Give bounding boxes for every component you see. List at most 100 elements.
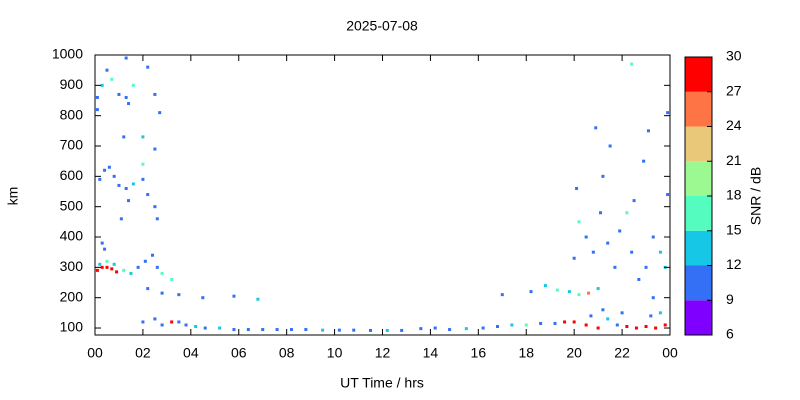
echo-point <box>584 235 588 239</box>
echo-point <box>177 320 181 324</box>
echo-point <box>625 325 629 329</box>
echo-point <box>95 95 99 99</box>
echo-point <box>160 323 164 327</box>
echo-point <box>117 92 121 96</box>
echo-point <box>261 328 265 332</box>
echo-point <box>400 328 404 332</box>
echo-point <box>601 308 605 312</box>
colorbar-tick-label: 18 <box>726 187 742 203</box>
echo-point <box>146 65 150 69</box>
echo-point <box>589 314 593 318</box>
echo-point <box>500 293 504 297</box>
echo-point <box>304 328 308 332</box>
echo-point <box>651 296 655 300</box>
echo-point <box>634 326 638 330</box>
echo-point <box>666 193 670 197</box>
echo-point <box>110 267 114 271</box>
echo-point <box>141 162 145 166</box>
echo-point <box>100 241 104 245</box>
echo-point <box>117 183 121 187</box>
colorbar-tick-label: 15 <box>726 221 742 237</box>
echo-point <box>596 326 600 330</box>
echo-point <box>572 320 576 324</box>
echo-point <box>567 290 571 294</box>
echo-point <box>98 262 102 266</box>
echo-point <box>103 168 107 172</box>
y-tick-label: 100 <box>60 319 84 335</box>
echo-point <box>177 293 181 297</box>
echo-point <box>630 250 634 254</box>
echo-point <box>107 165 111 169</box>
echo-point <box>153 317 157 321</box>
colorbar-tick-label: 30 <box>726 48 742 64</box>
echo-point <box>124 186 128 190</box>
echo-point <box>644 325 648 329</box>
echo-point <box>615 323 619 327</box>
echo-point <box>594 126 598 130</box>
echo-point <box>620 311 624 315</box>
echo-point <box>127 199 131 203</box>
echo-point <box>646 129 650 133</box>
echo-point <box>577 293 581 297</box>
y-tick-label: 800 <box>60 106 84 122</box>
x-tick-label: 04 <box>183 345 199 361</box>
echo-point <box>658 250 662 254</box>
echo-point <box>170 320 174 324</box>
echo-point <box>160 271 164 275</box>
x-tick-label: 16 <box>471 345 487 361</box>
echo-point <box>232 328 236 332</box>
y-tick-label: 300 <box>60 258 84 274</box>
echo-point <box>218 326 222 330</box>
chart-title: 2025-07-08 <box>346 18 418 34</box>
echo-point <box>153 92 157 96</box>
echo-point <box>543 284 547 288</box>
echo-point <box>539 321 543 325</box>
echo-point <box>141 177 145 181</box>
colorbar-tick-label: 6 <box>726 326 734 342</box>
x-tick-label: 18 <box>518 345 534 361</box>
echo-point <box>587 291 591 295</box>
echo-point <box>553 321 557 325</box>
echo-point <box>644 265 648 269</box>
echo-point <box>613 265 617 269</box>
echo-point <box>95 268 99 272</box>
echo-point <box>275 328 279 332</box>
y-tick-label: 600 <box>60 167 84 183</box>
echo-point <box>575 186 579 190</box>
echo-point <box>481 326 485 330</box>
echo-point <box>596 287 600 291</box>
echo-point <box>464 327 468 331</box>
echo-point <box>155 265 159 269</box>
y-tick-label: 400 <box>60 228 84 244</box>
echo-point <box>143 259 147 263</box>
echo-point <box>146 287 150 291</box>
echo-point <box>146 193 150 197</box>
echo-point <box>448 328 452 332</box>
echo-point <box>649 314 653 318</box>
echo-point <box>95 108 99 112</box>
y-tick-label: 1000 <box>52 46 83 62</box>
echo-point <box>201 296 205 300</box>
echo-point <box>654 326 658 330</box>
echo-point <box>100 83 104 87</box>
echo-point <box>129 271 133 275</box>
echo-point <box>606 241 610 245</box>
echo-point <box>289 328 293 332</box>
colorbar-swatch <box>685 161 712 196</box>
echo-point <box>98 177 102 181</box>
echo-point <box>555 288 559 292</box>
echo-point <box>584 323 588 327</box>
echo-point <box>170 277 174 281</box>
echo-point <box>141 135 145 139</box>
colorbar-swatch <box>685 230 712 266</box>
colorbar-tick-label: 12 <box>726 256 742 272</box>
echo-point <box>155 217 159 221</box>
echo-point <box>119 217 123 221</box>
echo-point <box>496 325 499 329</box>
echo-point <box>136 265 140 269</box>
echo-point <box>203 326 207 330</box>
echo-point <box>151 253 154 257</box>
colorbar-tick-label: 27 <box>726 82 742 98</box>
